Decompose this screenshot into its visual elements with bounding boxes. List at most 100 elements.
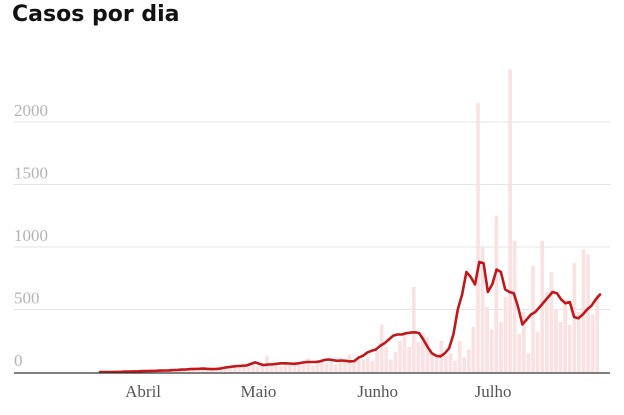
bar [214,370,219,373]
moving-average-line [98,260,602,374]
bar [306,358,311,372]
bar [173,370,178,372]
bar [311,365,315,372]
bar [200,369,205,372]
bar [430,353,434,372]
bar [563,299,567,372]
grid-lines [14,121,610,310]
bar [407,347,412,372]
bar [343,362,347,372]
bar [398,340,402,372]
bar [421,333,425,372]
x-tick-label: Junho [357,382,398,401]
chart-title: Casos por dia [12,2,180,27]
bar [361,359,366,372]
y-tick-label: 1500 [14,164,48,183]
bar [393,352,398,372]
bar [567,324,572,372]
bar [540,240,545,372]
bar [347,354,352,372]
bar [471,327,476,372]
bar [283,362,288,372]
bar [315,360,320,372]
bar [242,364,246,372]
bar [581,249,586,372]
bar [233,365,237,372]
y-tick-label: 500 [14,289,40,308]
x-axis-labels: Abril Maio Junho Julho [125,382,511,401]
bar [301,364,306,372]
bar [237,367,242,373]
bar [251,363,256,372]
bar [379,324,384,372]
bar [260,365,265,373]
bar [274,363,278,372]
bar [210,368,214,373]
bar [549,272,554,372]
bar [416,342,421,372]
bar [485,307,489,372]
bar [480,247,485,372]
bar [402,334,407,372]
bar [535,332,540,372]
bar [333,364,338,372]
x-tick-label: Julho [475,382,512,401]
bar [457,340,462,372]
bar [522,312,526,372]
bar [384,347,389,372]
x-tick-label: Maio [241,382,277,401]
y-tick-label: 2000 [14,101,48,120]
bar [388,359,393,372]
bar [352,360,356,372]
y-tick-label: 0 [14,351,23,370]
y-axis-labels: 0 500 1000 1500 2000 [14,101,48,370]
bar [462,357,467,372]
bar [329,358,334,372]
bar [255,366,260,373]
bar [586,254,590,372]
bar [526,353,531,372]
bar [191,369,196,372]
bar [292,363,297,372]
daily-bars [104,69,600,373]
bar [595,294,600,372]
bar [182,370,187,373]
bar [590,314,595,372]
bar [320,362,324,372]
bar [411,287,416,372]
bar [223,368,228,372]
bar [489,329,494,372]
x-tick-label: Abril [125,382,161,401]
bar [466,349,471,372]
bar [444,355,448,372]
bar [370,360,375,372]
bar [512,240,517,372]
bar [476,103,480,372]
bar [494,215,499,372]
bar [434,357,439,372]
bar [356,358,361,372]
bar [531,265,535,372]
bar [554,309,558,372]
bar [517,334,522,372]
bar [453,360,457,372]
bar [324,363,329,372]
bar [499,322,503,372]
bar [375,350,379,372]
bar [448,353,453,372]
bar [196,368,200,372]
bar [503,297,508,372]
bar [278,365,283,372]
bar [577,312,581,372]
bar [228,367,233,372]
bar [269,364,274,372]
bar [425,337,430,372]
bar [246,367,251,372]
bar [544,292,549,372]
bar [366,357,370,372]
bar [558,322,563,372]
y-tick-label: 1000 [14,226,48,245]
bar [297,362,301,372]
bar [288,364,292,372]
